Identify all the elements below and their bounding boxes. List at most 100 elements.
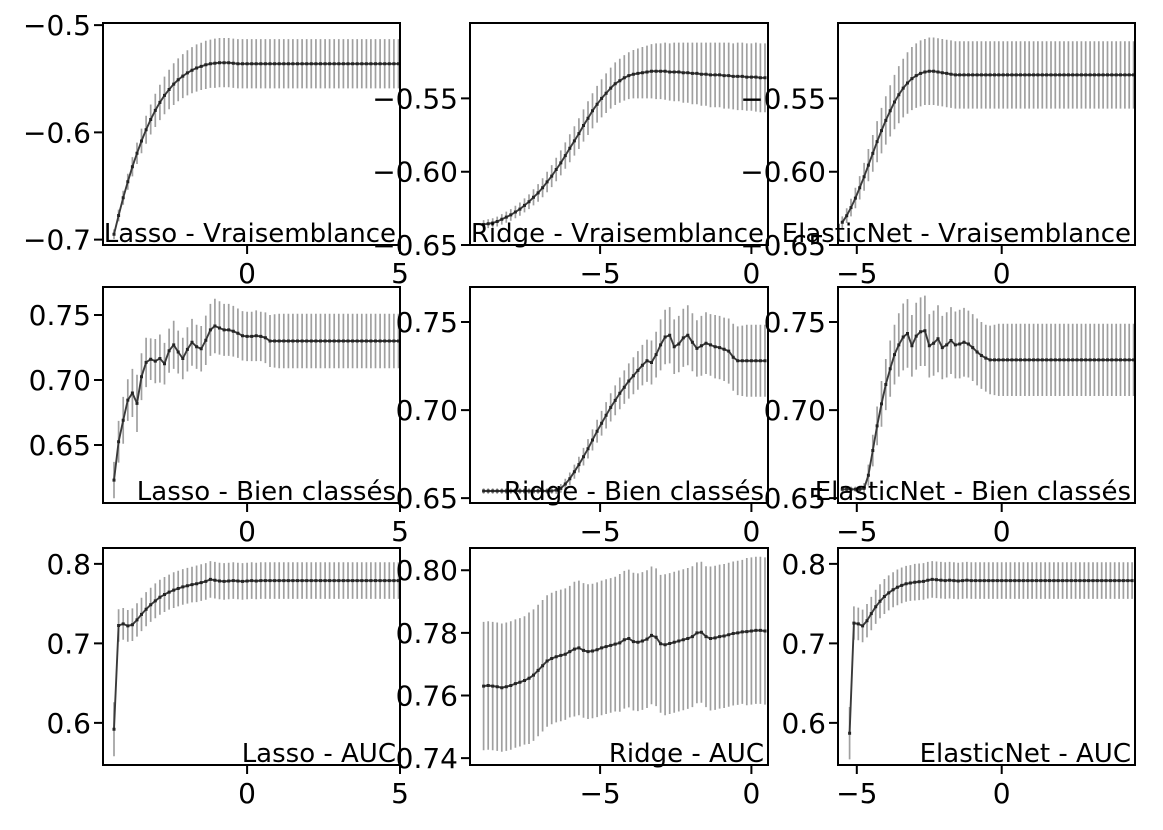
- y-tick-label: −0.65: [372, 229, 458, 262]
- axes-frame: [102, 547, 401, 766]
- axes-frame: [469, 286, 769, 504]
- tick-marks: [94, 314, 401, 512]
- subplot-title: Ridge - Bien classés: [504, 477, 764, 507]
- errorbar-band: [482, 556, 766, 752]
- tick-marks: [94, 24, 401, 254]
- subplot-ridge-bien-classes: −5 0 0.75 0.70 0.65 Ridge - Bien classés: [396, 286, 769, 548]
- subplot-ridge-vraisemblance: −5 0 −0.55 −0.60 −0.65 Ridge - Vraisemblance: [372, 22, 769, 290]
- axes-frame: [102, 22, 401, 246]
- y-tick-label: −0.6: [23, 116, 91, 149]
- y-tick-label: 0.6: [781, 707, 826, 740]
- y-tick-label: −0.60: [372, 156, 458, 189]
- subplot-title: ElasticNet - Bien classés: [815, 477, 1131, 507]
- x-tick-label: −5: [836, 515, 877, 548]
- y-tick-label: 0.75: [396, 306, 458, 339]
- mean-line: [113, 61, 399, 235]
- y-tick-label: 0.8: [46, 548, 91, 581]
- tick-marks: [461, 97, 753, 254]
- errorbar-band: [841, 37, 1135, 229]
- y-tick-label: 0.65: [396, 482, 458, 515]
- subplot-lasso-bien-classes: 0 5 0.75 0.70 0.65 Lasso - Bien classés: [29, 286, 409, 548]
- subplot-title: Lasso - Vraisemblance: [104, 219, 396, 249]
- errorbar-band: [482, 42, 766, 229]
- data-point-markers: [840, 69, 1136, 224]
- subplot-lasso-auc: 0 5 0.8 0.7 0.6 Lasso - AUC: [46, 547, 409, 810]
- x-tick-label: −5: [579, 257, 620, 290]
- y-tick-label: −0.65: [740, 229, 826, 262]
- y-tick-label: 0.74: [396, 742, 458, 775]
- data-point-markers: [112, 324, 400, 482]
- data-point-markers: [482, 628, 767, 690]
- x-tick-label: 0: [993, 777, 1011, 810]
- x-tick-label: 0: [993, 515, 1011, 548]
- data-point-markers: [848, 577, 1134, 735]
- data-point-markers: [840, 329, 1136, 491]
- y-tick-label: −0.60: [740, 156, 826, 189]
- x-tick-label: −5: [836, 257, 877, 290]
- y-tick-label: 0.7: [781, 627, 826, 660]
- x-tick-label: 0: [238, 777, 256, 810]
- errorbar-band: [113, 561, 400, 757]
- y-tick-label: 0.70: [396, 394, 458, 427]
- subplot-lasso-vraisemblance: 0 5 −0.5 −0.6 −0.7 Lasso - Vraisemblance: [23, 9, 409, 290]
- subplot-title: ElasticNet - Vraisemblance: [782, 219, 1131, 249]
- subplot-title: Lasso - AUC: [242, 739, 396, 769]
- x-tick-label: 0: [742, 777, 760, 810]
- y-tick-label: 0.75: [764, 306, 826, 339]
- x-tick-label: 0: [238, 515, 256, 548]
- y-tick-label: −0.55: [372, 82, 458, 115]
- y-tick-label: 0.6: [46, 707, 91, 740]
- axes-frame: [837, 22, 1136, 246]
- errorbar-band: [841, 295, 1135, 494]
- x-tick-label: 5: [391, 515, 409, 548]
- y-tick-label: 0.7: [46, 627, 91, 660]
- tick-marks: [829, 562, 1003, 774]
- mean-line: [848, 578, 1133, 734]
- y-tick-label: 0.65: [764, 482, 826, 515]
- x-tick-label: 0: [742, 515, 760, 548]
- axes-frame: [837, 286, 1136, 504]
- y-tick-label: 0.78: [396, 617, 458, 650]
- errorbar-band: [113, 298, 400, 499]
- y-tick-label: 0.70: [764, 394, 826, 427]
- y-tick-label: 0.65: [29, 429, 91, 462]
- tick-marks: [461, 321, 753, 512]
- x-tick-label: −5: [836, 777, 877, 810]
- subplot-title: Ridge - AUC: [609, 739, 764, 769]
- axes-frame: [837, 547, 1136, 766]
- x-tick-label: 0: [742, 257, 760, 290]
- tick-marks: [94, 562, 401, 774]
- x-tick-label: −5: [579, 515, 620, 548]
- errorbar-band: [113, 38, 400, 240]
- y-tick-label: 0.80: [396, 554, 458, 587]
- errorbar-band: [482, 305, 766, 494]
- x-tick-label: 5: [391, 257, 409, 290]
- y-tick-label: −0.5: [23, 9, 91, 42]
- axes-frame: [102, 286, 401, 504]
- y-tick-label: −0.55: [740, 82, 826, 115]
- mean-line: [483, 334, 765, 492]
- subplot-title: ElasticNet - AUC: [920, 739, 1131, 769]
- x-tick-label: 5: [391, 777, 409, 810]
- x-tick-label: −5: [579, 777, 620, 810]
- subplot-title: Ridge - Vraisemblance: [471, 219, 764, 249]
- y-tick-label: 0.76: [396, 680, 458, 713]
- axes-frame: [469, 22, 769, 246]
- subplot-ridge-auc: −5 0 0.80 0.78 0.76 0.74 Ridge - AUC: [396, 547, 769, 810]
- subplot-title: Lasso - Bien classés: [137, 477, 396, 507]
- data-point-markers: [112, 577, 400, 731]
- x-tick-label: 0: [993, 257, 1011, 290]
- y-tick-label: 0.70: [29, 364, 91, 397]
- axes-frame: [469, 547, 769, 766]
- y-tick-label: −0.7: [23, 224, 91, 257]
- subplot-elasticnet-auc: −5 0 0.8 0.7 0.6 ElasticNet - AUC: [781, 547, 1136, 810]
- x-tick-label: 0: [238, 257, 256, 290]
- tick-marks: [461, 569, 753, 774]
- tick-marks: [829, 97, 1003, 254]
- y-tick-label: 0.75: [29, 299, 91, 332]
- y-tick-label: 0.8: [781, 548, 826, 581]
